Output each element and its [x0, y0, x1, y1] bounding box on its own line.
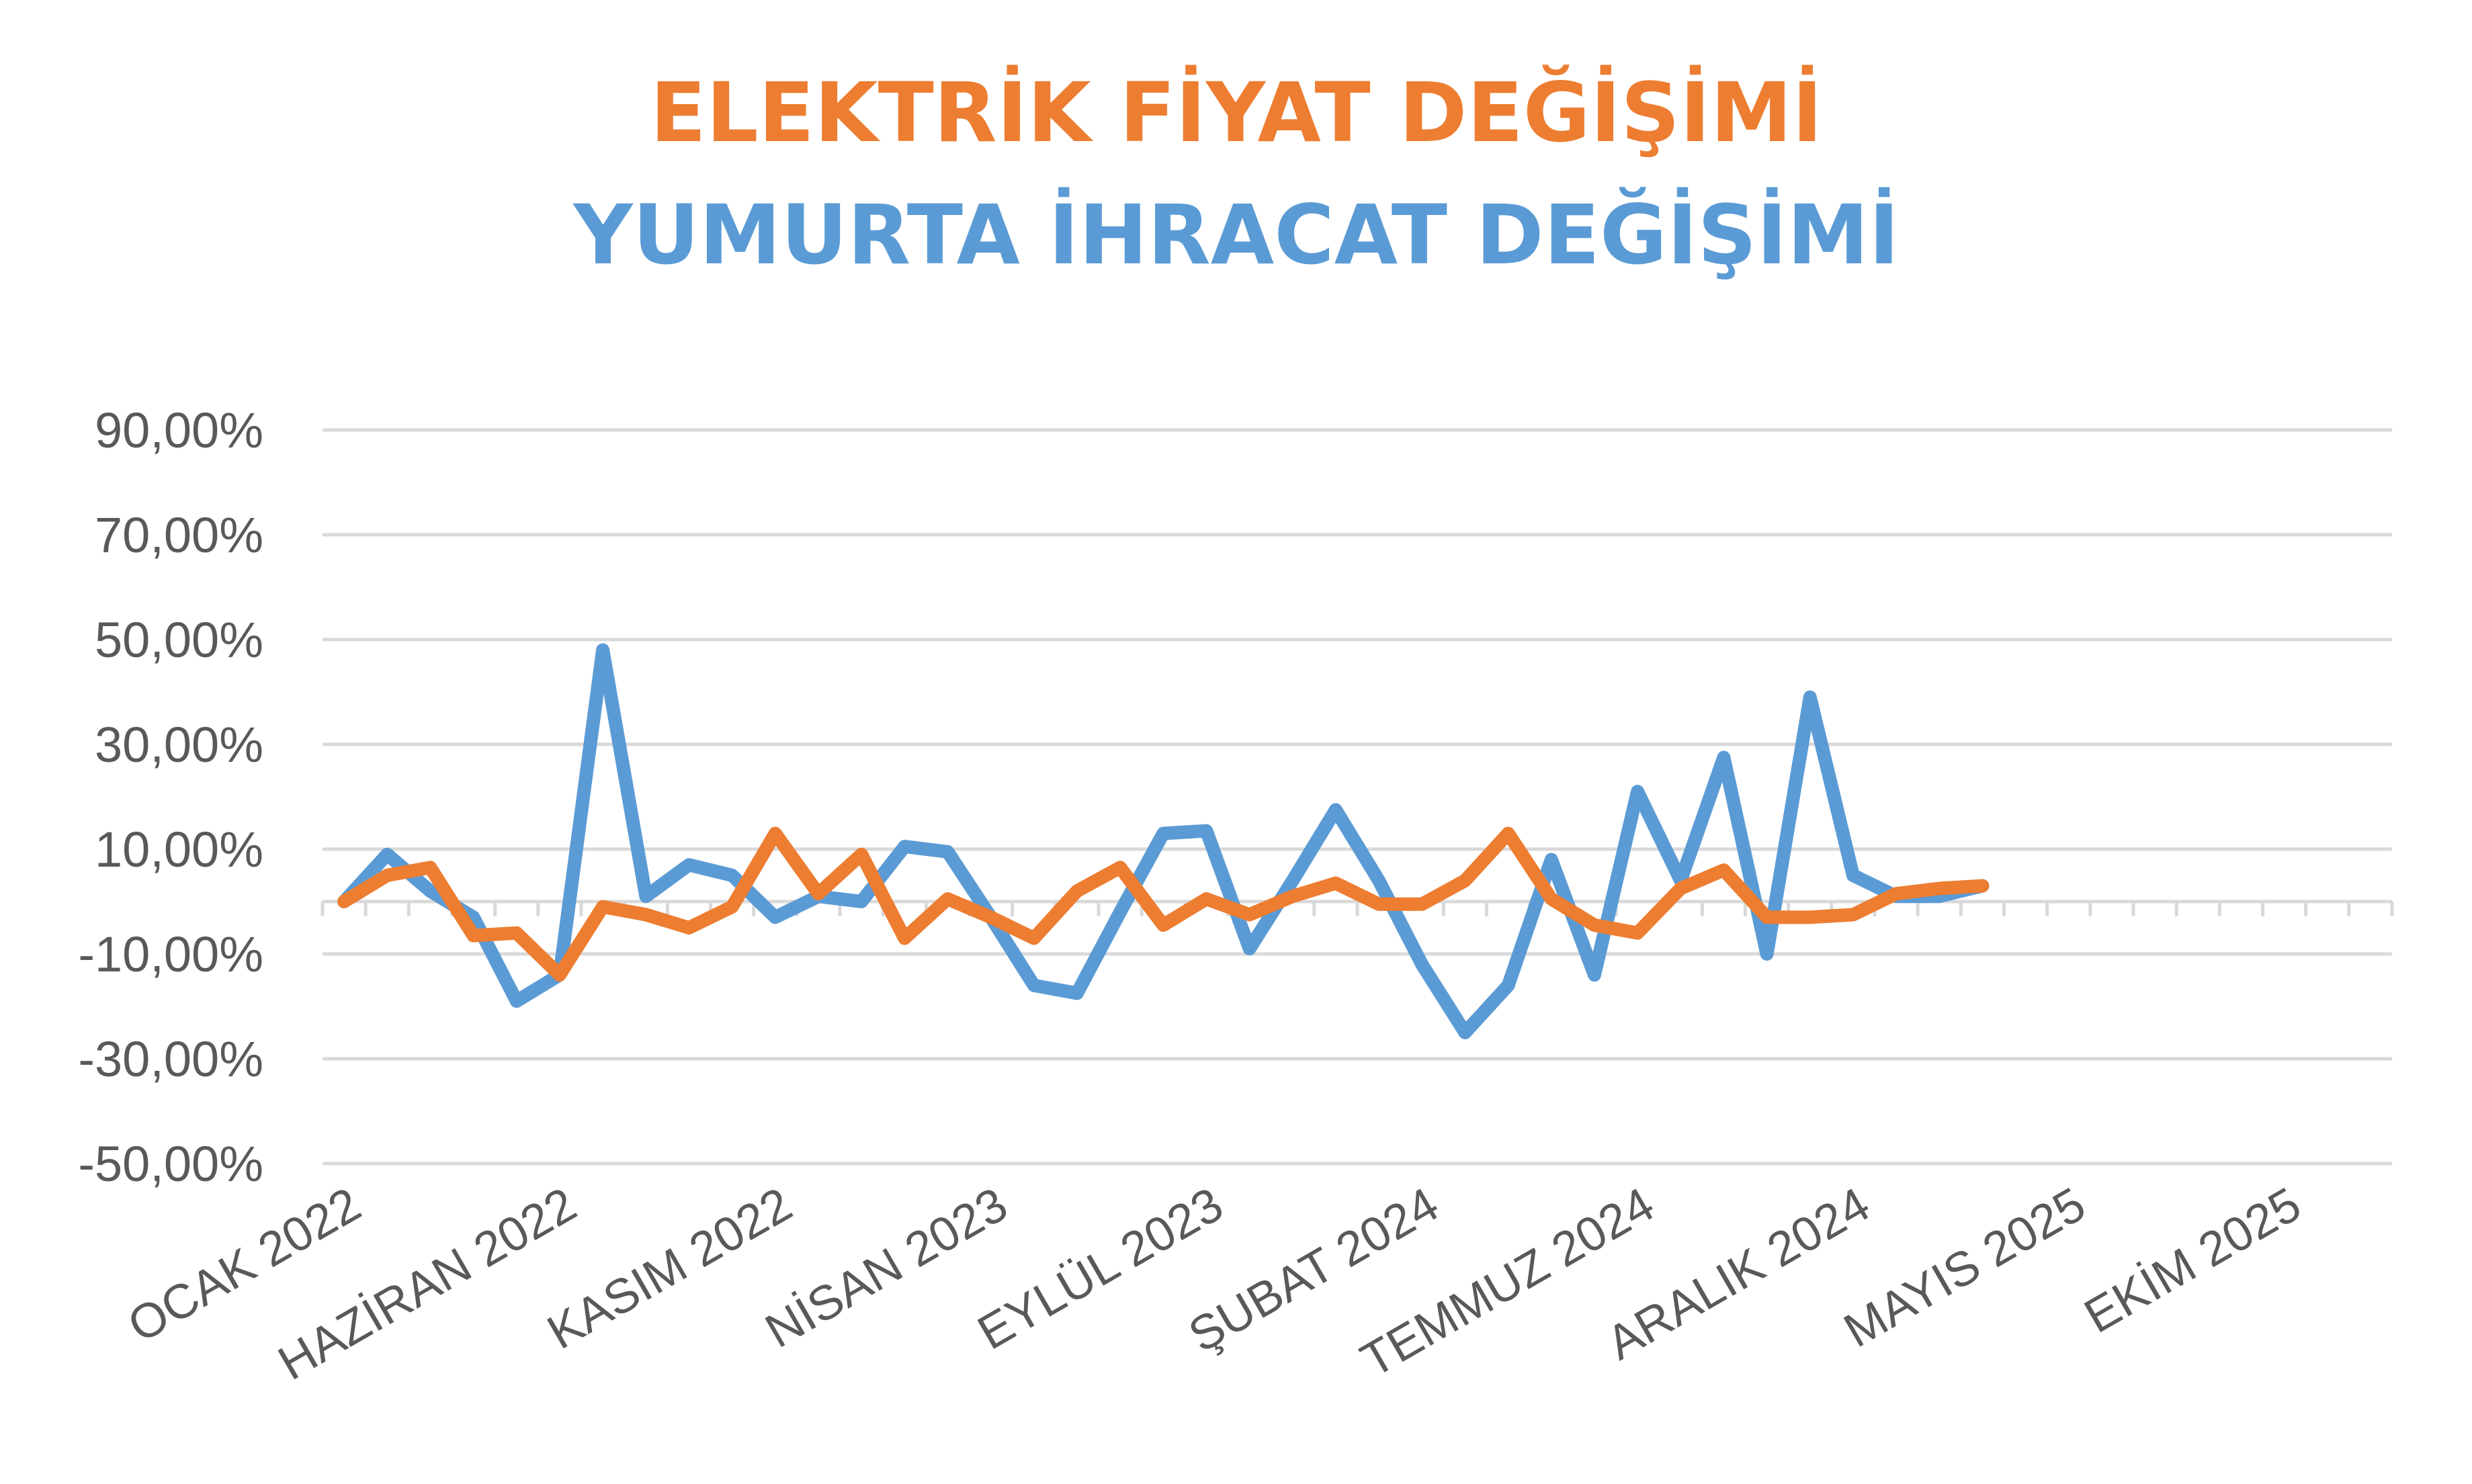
chart-title: ELEKTRİK FİYAT DEĞİŞİMİ	[650, 65, 1823, 161]
x-tick-label: EKİM 2025	[2076, 1178, 2309, 1344]
plot-area	[337, 643, 1990, 1039]
y-tick-label: -10,00%	[78, 926, 263, 982]
gridlines	[323, 428, 2392, 1166]
y-tick-label: 30,00%	[95, 717, 263, 773]
y-tick-label: 10,00%	[95, 822, 263, 877]
series-line-1	[337, 643, 1990, 1039]
y-axis: -50,00% -30,00% -10,00% 10,00% 30,00% 50,00% 7…	[78, 402, 263, 1192]
x-tick-label: NİSAN 2023	[757, 1178, 1017, 1358]
y-tick-label: 90,00%	[95, 402, 263, 458]
chart-subtitle: YUMURTA İHRACAT DEĞİŞİMİ	[572, 187, 1899, 283]
y-tick-label: -30,00%	[78, 1031, 263, 1087]
y-tick-label: 70,00%	[95, 507, 263, 563]
x-tick-label: MAYIS 2025	[1835, 1178, 2094, 1358]
y-tick-label: -50,00%	[78, 1136, 263, 1192]
series-line-2	[337, 826, 1990, 982]
x-tick-label: KASIM 2022	[539, 1178, 801, 1360]
y-tick-label: 50,00%	[95, 612, 263, 668]
